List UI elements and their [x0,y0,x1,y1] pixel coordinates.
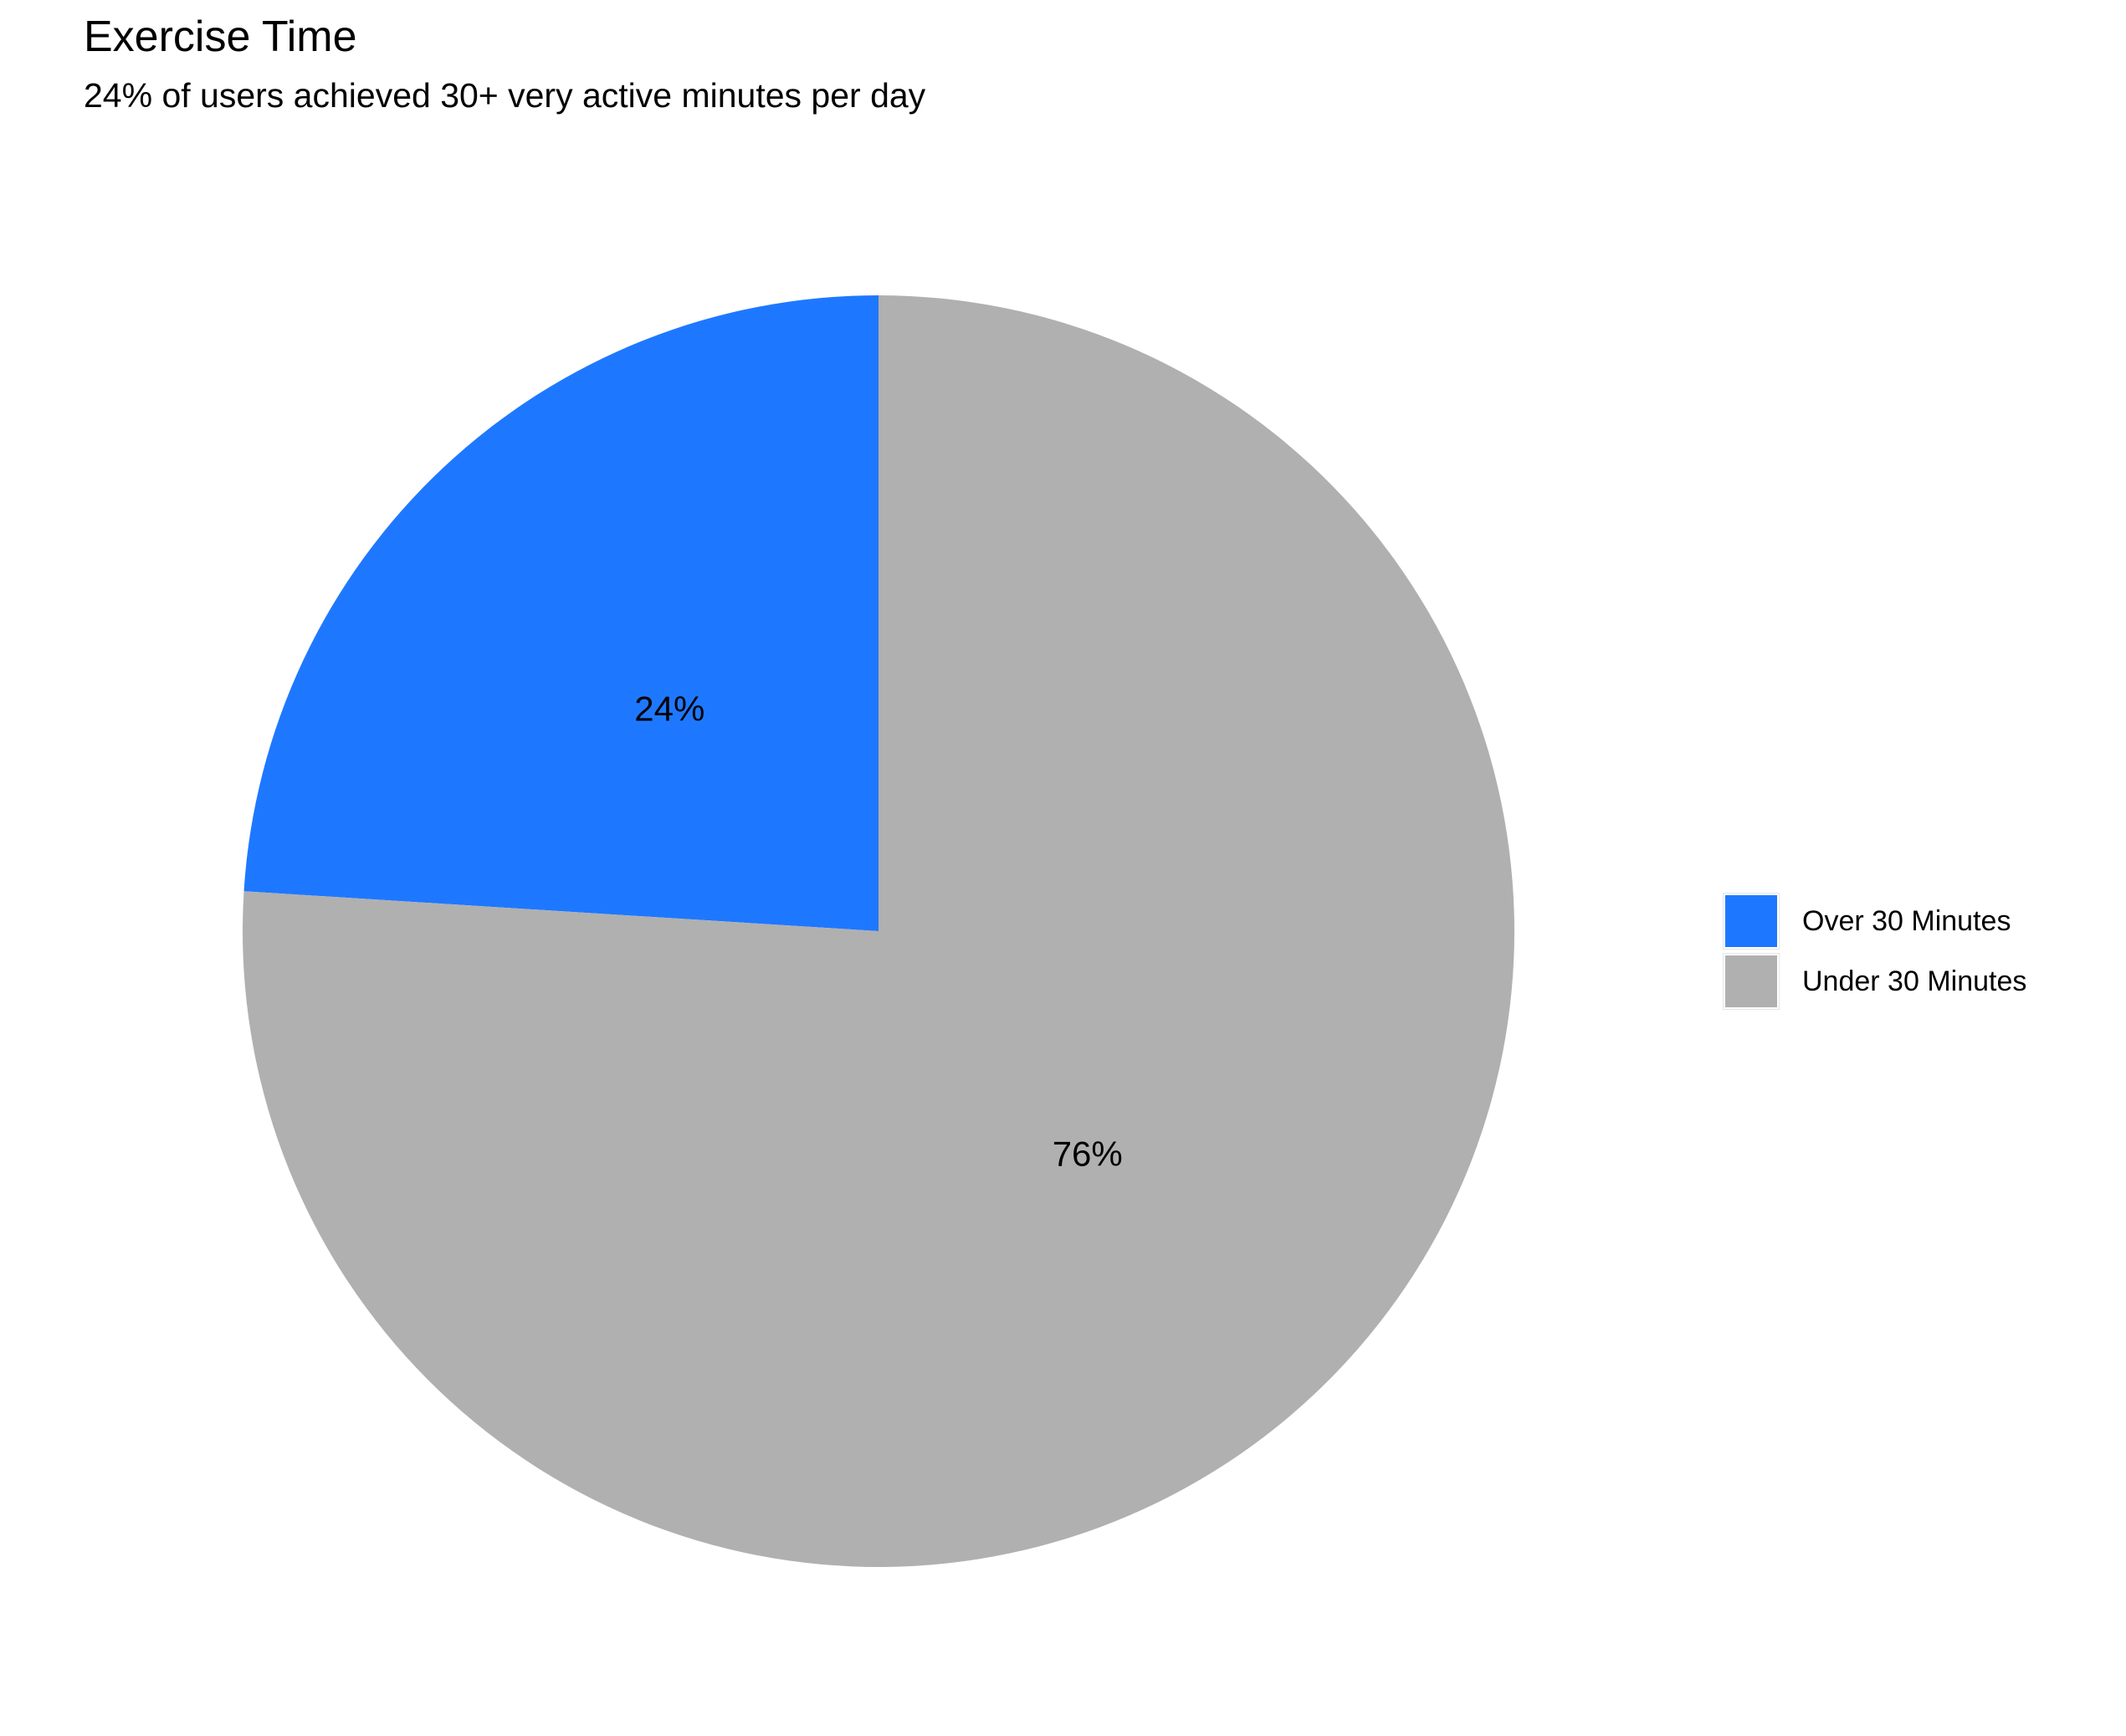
legend-swatch-over-30 [1723,893,1780,950]
pie-slice-under-30 [243,295,1514,1567]
legend-label-over-30: Over 30 Minutes [1802,905,2011,937]
pie-slice-over-30 [243,295,879,931]
pie-slices [243,295,1514,1567]
pie-label-over-30: 24% [634,689,704,729]
pie-slice-labels: 24% 76% [634,689,1123,1174]
chart-title: Exercise Time [84,13,357,61]
legend-label-under-30: Under 30 Minutes [1802,965,2027,997]
legend-swatch-under-30 [1723,953,1780,1010]
pie-label-under-30: 76% [1053,1134,1123,1173]
chart-subtitle: 24% of users achieved 30+ very active mi… [84,76,926,115]
